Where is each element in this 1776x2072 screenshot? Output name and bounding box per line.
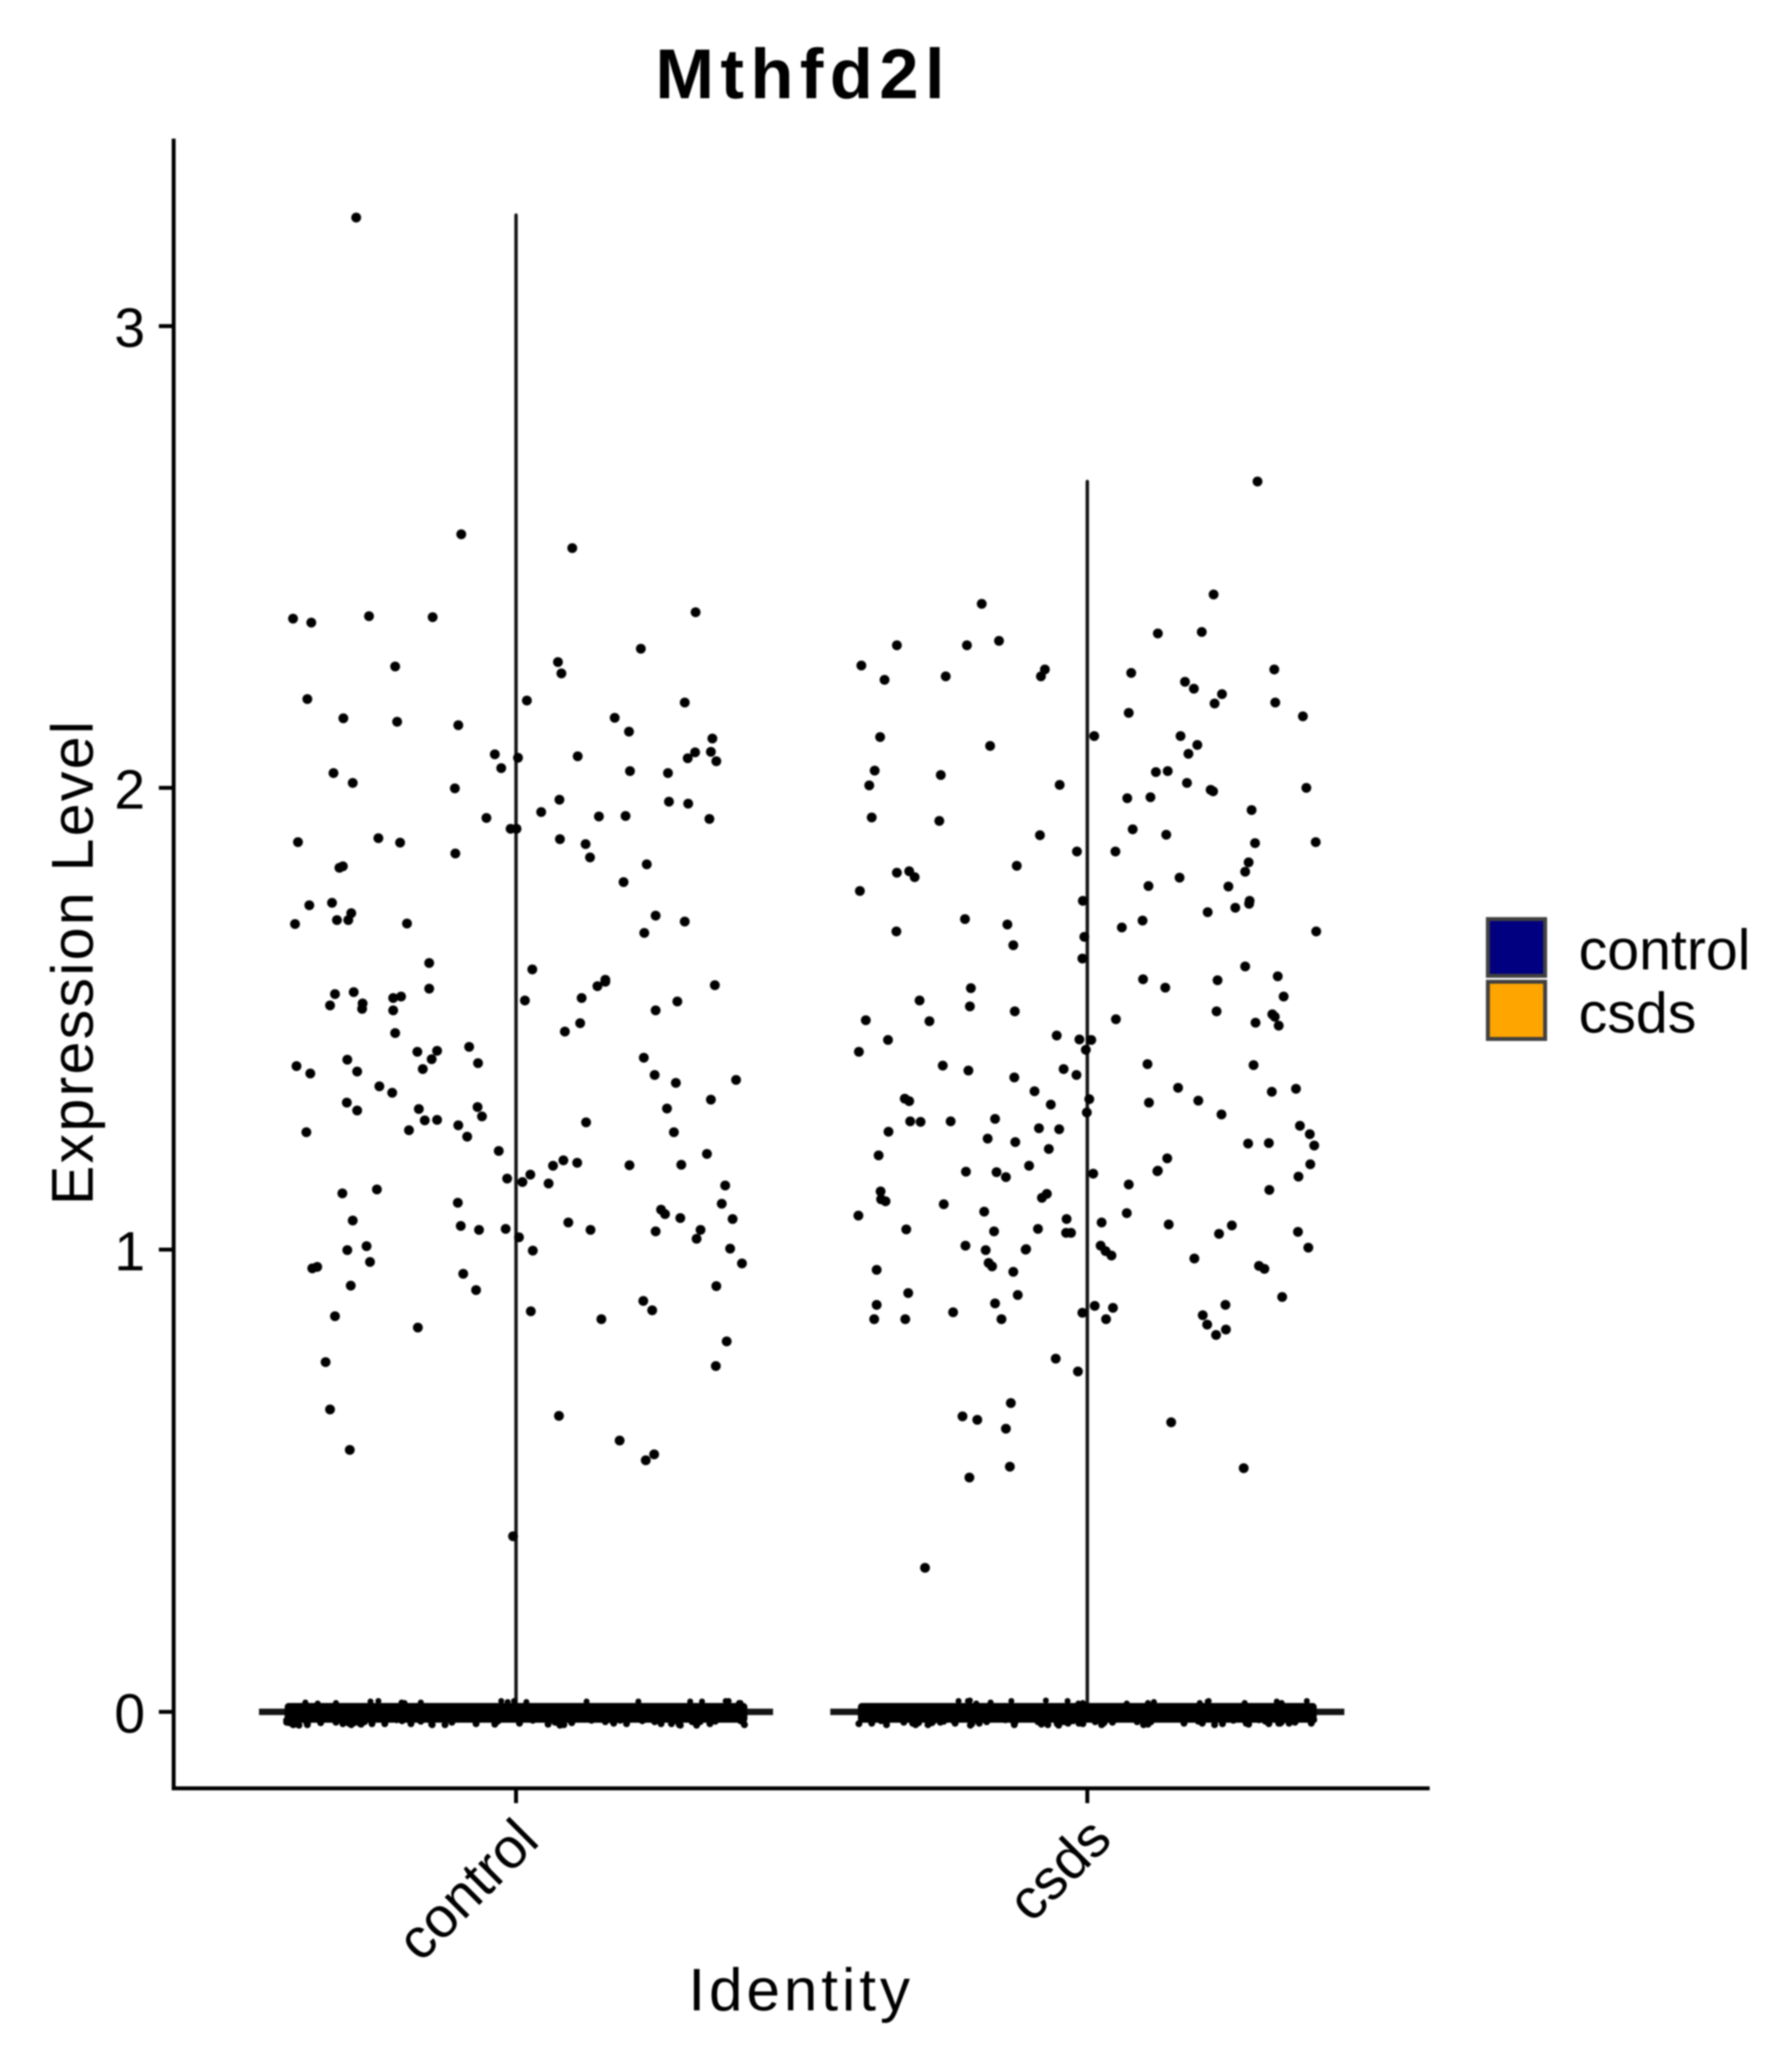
svg-text:3: 3 (114, 297, 145, 359)
svg-text:csds: csds (1579, 981, 1697, 1045)
svg-text:1: 1 (114, 1221, 145, 1282)
svg-text:2: 2 (114, 759, 145, 820)
svg-text:Identity: Identity (688, 1956, 914, 2023)
svg-text:0: 0 (114, 1683, 145, 1744)
svg-text:Expression Level: Expression Level (39, 719, 106, 1205)
svg-text:Mthfd2l: Mthfd2l (655, 35, 951, 113)
svg-text:control: control (1579, 918, 1750, 982)
